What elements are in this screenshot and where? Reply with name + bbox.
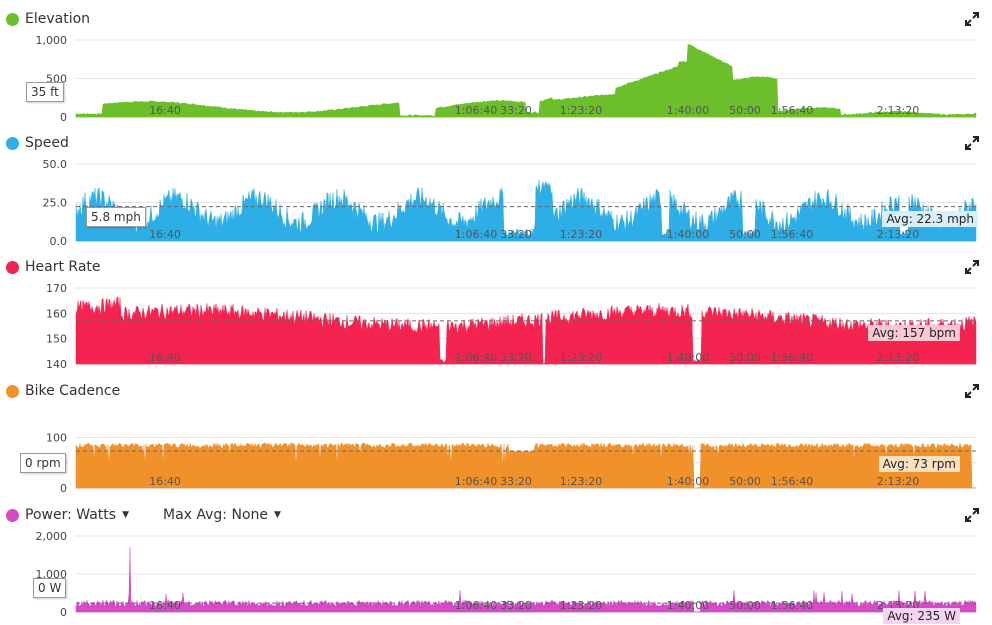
expand-icon[interactable]	[964, 135, 980, 151]
y-tick-label: 2,000	[36, 530, 68, 543]
panel-header: Heart Rate	[6, 254, 101, 280]
avg-label: Avg: 235 W	[883, 608, 960, 624]
x-tick-label: 1:06:40	[455, 228, 497, 241]
panel-heart-rate: Heart Rate 170 160 150 140 16:40 1:06:40 33:20…	[0, 254, 992, 372]
x-tick-label: 16:40	[149, 104, 181, 117]
x-tick-label: 1:40:00	[667, 351, 709, 364]
x-tick-label: 33:20	[500, 599, 532, 612]
y-tick-label: 0	[60, 111, 67, 124]
y-tick-label: 1,000	[36, 568, 68, 581]
x-tick-label: 1:56:40	[771, 599, 813, 612]
expand-icon[interactable]	[964, 11, 980, 27]
x-tick-label: 33:20	[500, 475, 532, 488]
x-tick-label: 1:40:00	[667, 599, 709, 612]
hover-value: 35 ft	[26, 82, 64, 102]
x-tick-label: 16:40	[149, 351, 181, 364]
y-tick-label: 1,000	[36, 34, 68, 47]
x-tick-label: 2:13:20	[877, 228, 919, 241]
legend-dot-icon	[6, 136, 19, 150]
avg-label: Avg: 157 bpm	[868, 325, 960, 341]
chevron-down-icon: ▼	[122, 510, 129, 520]
expand-icon[interactable]	[964, 507, 980, 523]
hover-value: 0 rpm	[20, 453, 66, 473]
power-metric-dropdown[interactable]: Power: Watts ▼	[25, 507, 129, 523]
hover-value: 5.8 mph	[86, 207, 146, 227]
x-tick-label: 1:40:00	[667, 104, 709, 117]
x-tick-label: 33:20	[500, 104, 532, 117]
x-tick-label: 1:23:20	[560, 351, 602, 364]
x-tick-label: 50:00	[729, 599, 761, 612]
x-tick-label: 50:00	[729, 475, 761, 488]
y-tick-label: 0.0	[50, 235, 68, 248]
legend-dot-icon	[6, 260, 19, 274]
speed-chart[interactable]: 50.0 25.0 0.0 16:40 1:06:40 33:20 1:23:20 1:40:…	[0, 130, 992, 248]
panel-title: Heart Rate	[25, 259, 101, 275]
y-tick-label: 25.0	[43, 197, 68, 210]
x-tick-label: 2:13:20	[877, 104, 919, 117]
avg-label: Avg: 73 rpm	[878, 456, 960, 472]
expand-icon[interactable]	[964, 259, 980, 275]
x-tick-label: 1:06:40	[455, 475, 497, 488]
x-tick-label: 50:00	[729, 228, 761, 241]
power-metric-label: Power: Watts	[25, 507, 117, 523]
speed-area	[75, 179, 977, 242]
x-tick-label: 1:23:20	[560, 228, 602, 241]
x-tick-label: 16:40	[149, 475, 181, 488]
elevation-area	[75, 44, 977, 118]
x-tick-label: 1:40:00	[667, 228, 709, 241]
hover-value: 0 W	[33, 578, 67, 598]
heart-rate-area	[75, 296, 977, 365]
max-avg-label: Max Avg: None	[162, 507, 268, 523]
x-tick-label: 1:56:40	[771, 475, 813, 488]
x-tick-label: 1:40:00	[667, 475, 709, 488]
y-tick-label: 150	[46, 333, 67, 346]
panel-bike-cadence: Bike Cadence 10050016:401:06:4033:201:23…	[0, 378, 992, 496]
y-tick-label: 100	[46, 431, 67, 444]
panel-title: Elevation	[25, 11, 91, 27]
y-tick-label: 140	[46, 358, 67, 371]
panel-title: Speed	[25, 135, 69, 151]
x-tick-label: 1:06:40	[455, 351, 497, 364]
x-tick-label: 2:13:20	[877, 475, 919, 488]
y-tick-label: 160	[46, 307, 67, 320]
y-tick-label: 50.0	[43, 158, 68, 171]
x-tick-label: 1:56:40	[771, 351, 813, 364]
x-tick-label: 1:23:20	[560, 599, 602, 612]
power-chart[interactable]: 2,000 1,000 0 16:40 1:06:40 33:20 1:23:20 1:40:…	[0, 502, 992, 625]
x-tick-label: 33:20	[500, 351, 532, 364]
legend-dot-icon	[6, 384, 19, 398]
x-tick-label: 16:40	[149, 599, 181, 612]
x-tick-label: 1:56:40	[771, 104, 813, 117]
panel-header: Bike Cadence	[6, 378, 120, 404]
panel-elevation: Elevation 1,000 500 0 16:40 1:06:40 33:20 1:23…	[0, 6, 992, 124]
legend-dot-icon	[6, 508, 19, 522]
max-avg-dropdown[interactable]: Max Avg: None ▼	[163, 507, 281, 523]
y-tick-label: 170	[46, 282, 67, 295]
chevron-down-icon: ▼	[274, 510, 281, 520]
x-tick-label: 33:20	[500, 228, 532, 241]
panel-header: Power: Watts ▼ Max Avg: None ▼	[6, 502, 281, 528]
x-tick-label: 1:23:20	[560, 475, 602, 488]
x-tick-label: 1:56:40	[771, 228, 813, 241]
panel-header: Speed	[6, 130, 69, 156]
bike-cadence-chart[interactable]: 10050016:401:06:4033:201:23:201:40:0050:…	[0, 378, 992, 496]
panel-speed: Speed 50.0 25.0 0.0 16:40 1:06:40 33:20 1:23:2…	[0, 130, 992, 248]
x-tick-label: 50:00	[729, 104, 761, 117]
x-tick-label: 16:40	[149, 228, 181, 241]
x-tick-label: 1:23:20	[560, 104, 602, 117]
x-tick-label: 1:06:40	[455, 104, 497, 117]
panel-power: Power: Watts ▼ Max Avg: None ▼ 2,000 1,00…	[0, 502, 992, 625]
y-tick-label: 0	[60, 606, 67, 619]
avg-label: Avg: 22.3 mph	[882, 211, 978, 227]
x-tick-label: 2:13:20	[877, 351, 919, 364]
heart-rate-chart[interactable]: 170 160 150 140 16:40 1:06:40 33:20 1:23:20 1:40…	[0, 254, 992, 372]
expand-icon[interactable]	[964, 383, 980, 399]
x-tick-label: 50:00	[729, 351, 761, 364]
y-tick-label: 0	[60, 482, 67, 495]
panel-header: Elevation	[6, 6, 90, 32]
legend-dot-icon	[6, 12, 19, 26]
panel-title: Bike Cadence	[25, 383, 121, 399]
x-tick-label: 1:06:40	[455, 599, 497, 612]
